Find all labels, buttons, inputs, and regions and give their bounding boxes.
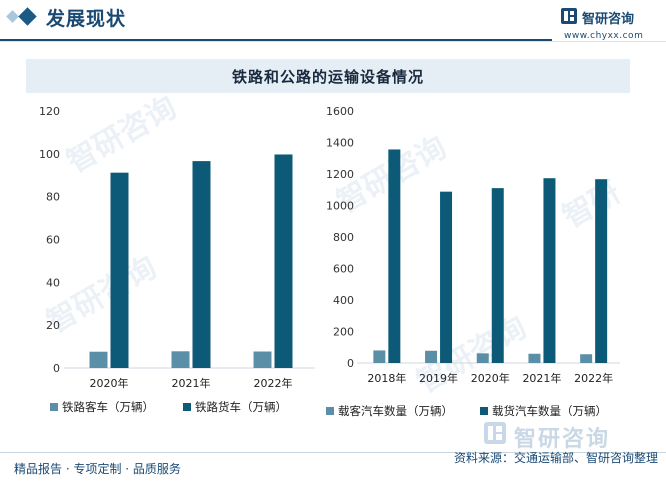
footer-brand-name: 智研咨询 (514, 427, 611, 452)
x-tick-label: 2021年 (172, 376, 211, 390)
chart-title-bar: 铁路和公路的运输设备情况 (26, 59, 630, 93)
bar (528, 353, 541, 363)
header-rule (0, 39, 552, 41)
x-tick-label: 2021年 (522, 371, 561, 385)
legend-swatch (183, 403, 191, 411)
legend-label: 铁路客车（万辆） (62, 400, 154, 414)
page-header: 发展现状 智研咨询 www.chyxx.com (0, 0, 666, 44)
bar (110, 172, 129, 368)
footer-brand: 智研咨询 (484, 420, 644, 452)
y-tick-label: 0 (53, 362, 60, 375)
brand-name: 智研咨询 (582, 12, 635, 27)
y-tick-label: 60 (46, 234, 60, 247)
bar (476, 353, 489, 363)
legend-label: 铁路货车（万辆） (195, 400, 287, 414)
bar (253, 351, 272, 368)
x-tick-label: 2020年 (471, 371, 510, 385)
footer-rule (0, 452, 666, 453)
footer-slogan: 精品报告 · 专项定制 · 品质服务 (14, 462, 181, 476)
x-tick-label: 2018年 (367, 371, 406, 385)
bar (543, 178, 556, 363)
y-tick-label: 1400 (326, 137, 354, 150)
page-footer: 精品报告 · 专项定制 · 品质服务 资料来源：交通运输部、智研咨询整理 (0, 449, 666, 485)
y-tick-label: 120 (39, 105, 60, 118)
legend-swatch (50, 403, 58, 411)
x-tick-label: 2020年 (90, 376, 129, 390)
bar (388, 149, 401, 363)
legend-label: 载货汽车数量（万辆） (492, 404, 607, 418)
x-tick-label: 2019年 (419, 371, 458, 385)
legend-label: 载客汽车数量（万辆） (338, 404, 453, 418)
bar (440, 191, 453, 363)
y-tick-label: 1000 (326, 200, 354, 213)
x-tick-label: 2022年 (574, 371, 613, 385)
y-tick-label: 100 (39, 148, 60, 161)
y-tick-label: 20 (46, 319, 60, 332)
bar (274, 154, 293, 368)
y-tick-label: 600 (333, 263, 354, 276)
bar (192, 161, 211, 368)
y-tick-label: 800 (333, 231, 354, 244)
x-tick-label: 2022年 (254, 376, 293, 390)
bar (89, 351, 108, 368)
bar (580, 354, 593, 363)
bar (595, 179, 608, 363)
y-tick-label: 1600 (326, 105, 354, 118)
chart-title: 铁路和公路的运输设备情况 (231, 68, 424, 86)
y-tick-label: 200 (333, 326, 354, 339)
bar (425, 350, 438, 363)
legend-swatch (480, 407, 488, 415)
footer-brand-icon (484, 422, 506, 444)
footer-source: 资料来源：交通运输部、智研咨询整理 (453, 451, 658, 465)
brand-logo-icon (561, 8, 577, 24)
bar (491, 188, 504, 363)
brand-logo: 智研咨询 www.chyxx.com (561, 7, 661, 43)
y-tick-label: 0 (347, 357, 354, 370)
bar (373, 350, 386, 363)
y-tick-label: 400 (333, 294, 354, 307)
legend-swatch (326, 407, 334, 415)
header-rule-fade (0, 41, 666, 42)
section-title: 发展现状 (46, 8, 127, 30)
y-tick-label: 80 (46, 191, 60, 204)
brand-url: www.chyxx.com (564, 31, 644, 41)
bar (171, 351, 190, 368)
y-tick-label: 40 (46, 276, 60, 289)
y-tick-label: 1200 (326, 168, 354, 181)
